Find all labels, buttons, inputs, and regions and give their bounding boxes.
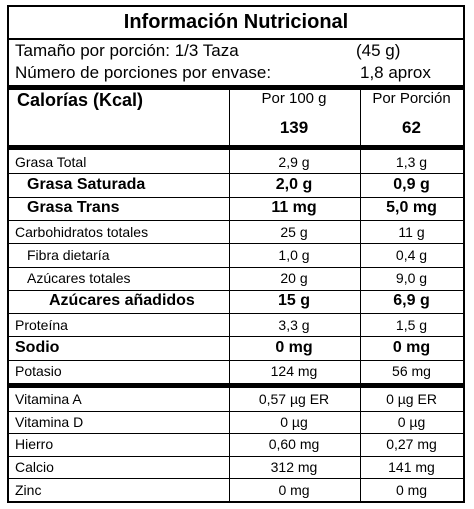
row-divider	[9, 336, 463, 338]
value-per-100g: 2,0 g	[275, 175, 313, 193]
column-divider	[360, 85, 361, 501]
nutrient-name: Potasio	[15, 363, 62, 380]
nutrient-row-fibra-dietaria: Fibra dietaría 1,0 g 0,4 g	[9, 243, 463, 266]
nutrient-row-zinc: Zinc 0 mg 0 mg	[9, 478, 463, 501]
nutrient-row-potasio: Potasio 124 mg 56 mg	[9, 360, 463, 383]
nutrient-row-proteina: Proteína 3,3 g 1,5 g	[9, 313, 463, 336]
per-serving-header: Por Porción	[372, 90, 451, 107]
thick-divider	[9, 85, 463, 90]
nutrient-name: Carbohidratos totales	[15, 223, 149, 240]
value-per-100g: 25 g	[280, 223, 308, 240]
nutrient-row-hierro: Hierro 0,60 mg 0,27 mg	[9, 433, 463, 456]
servings-per-container-value: 1,8 aprox	[360, 63, 431, 82]
nutrient-name: Vitamina D	[15, 413, 84, 430]
value-per-serving: 0 µg	[397, 413, 426, 430]
nutrient-row-grasa-total: Grasa Total 2,9 g 1,3 g	[9, 150, 463, 173]
row-divider	[9, 219, 463, 221]
calories-per-serving: 62	[402, 118, 421, 137]
label-title: Información Nutricional	[123, 11, 349, 33]
value-per-serving: 0,4 g	[395, 246, 428, 263]
servings-per-container-label: Número de porciones por envase:	[15, 63, 272, 82]
value-per-serving: 1,5 g	[395, 316, 428, 333]
row-divider	[9, 196, 463, 198]
value-per-100g: 3,3 g	[278, 316, 310, 333]
nutrition-facts-label: Información Nutricional Tamaño por porci…	[7, 5, 465, 503]
row-divider	[9, 433, 463, 435]
value-per-serving: 0,27 mg	[386, 436, 437, 453]
value-per-serving: 0 mg	[395, 481, 428, 498]
nutrient-row-vitamina-a: Vitamina A 0,57 µg ER 0 µg ER	[9, 388, 463, 411]
value-per-serving: 0 µg ER	[386, 391, 437, 408]
column-divider	[229, 85, 230, 501]
value-per-100g: 0 mg	[275, 339, 313, 357]
value-per-100g: 124 mg	[270, 363, 318, 380]
value-per-100g: 11 mg	[271, 199, 317, 217]
value-per-serving: 5,0 mg	[386, 199, 437, 217]
serving-size-value: (45 g)	[356, 41, 401, 60]
row-divider	[9, 313, 463, 315]
value-per-100g: 1,0 g	[278, 246, 310, 263]
value-per-serving: 6,9 g	[393, 292, 430, 310]
nutrient-row-grasa-trans: Grasa Trans 11 mg 5,0 mg	[9, 197, 463, 220]
row-divider	[9, 478, 463, 480]
value-per-serving: 9,0 g	[395, 270, 428, 287]
row-divider	[9, 243, 463, 245]
value-per-100g: 0,60 mg	[268, 436, 320, 453]
nutrient-name: Grasa Saturada	[27, 175, 146, 193]
nutrient-row-sodio: Sodio 0 mg 0 mg	[9, 336, 463, 359]
row-divider	[9, 455, 463, 457]
row-divider	[9, 410, 463, 412]
nutrient-name: Fibra dietaría	[27, 246, 110, 263]
value-per-100g: 312 mg	[270, 459, 318, 476]
nutrient-row-calcio: Calcio 312 mg 141 mg	[9, 456, 463, 479]
nutrient-name: Azúcares totales	[27, 270, 131, 287]
value-per-100g: 0 µg	[280, 413, 308, 430]
nutrient-name: Grasa Total	[15, 153, 87, 170]
nutrient-row-azucares-anadidos: Azúcares añadidos 15 g 6,9 g	[9, 290, 463, 313]
thick-divider	[9, 145, 463, 150]
per-100g-header: Por 100 g	[261, 90, 327, 107]
nutrient-name: Vitamina A	[15, 391, 82, 408]
nutrient-name: Azúcares añadidos	[49, 292, 195, 310]
calories-label: Calorías (Kcal)	[17, 90, 144, 110]
row-divider	[9, 359, 463, 361]
thick-divider	[9, 383, 463, 388]
value-per-serving: 56 mg	[392, 363, 431, 380]
row-divider	[9, 289, 463, 291]
calories-per-100g: 139	[279, 118, 309, 137]
nutrient-name: Zinc	[15, 481, 42, 498]
value-per-serving: 141 mg	[388, 459, 435, 476]
value-per-serving: 0,9 g	[393, 175, 430, 193]
nutrient-name: Grasa Trans	[27, 199, 120, 217]
value-per-100g: 20 g	[280, 270, 308, 287]
nutrient-name: Hierro	[15, 436, 54, 453]
nutrient-name: Proteína	[15, 316, 68, 333]
value-per-100g: 15 g	[277, 292, 310, 310]
nutrient-row-azucares-totales: Azúcares totales 20 g 9,0 g	[9, 267, 463, 290]
nutrient-row-carbohidratos-totales: Carbohidratos totales 25 g 11 g	[9, 220, 463, 243]
value-per-100g: 0 mg	[278, 481, 310, 498]
row-divider	[9, 266, 463, 268]
nutrient-row-vitamina-d: Vitamina D 0 µg 0 µg	[9, 411, 463, 434]
value-per-serving: 0 mg	[392, 339, 431, 357]
nutrient-name: Sodio	[15, 339, 60, 357]
value-per-100g: 2,9 g	[278, 153, 310, 170]
serving-size-label: Tamaño por porción: 1/3 Taza	[15, 41, 239, 60]
nutrient-name: Calcio	[15, 459, 54, 476]
value-per-100g: 0,57 µg ER	[258, 391, 330, 408]
divider	[9, 38, 463, 40]
value-per-serving: 11 g	[398, 223, 425, 240]
value-per-serving: 1,3 g	[395, 153, 428, 170]
nutrient-row-grasa-saturada: Grasa Saturada 2,0 g 0,9 g	[9, 173, 463, 196]
row-divider	[9, 173, 463, 175]
